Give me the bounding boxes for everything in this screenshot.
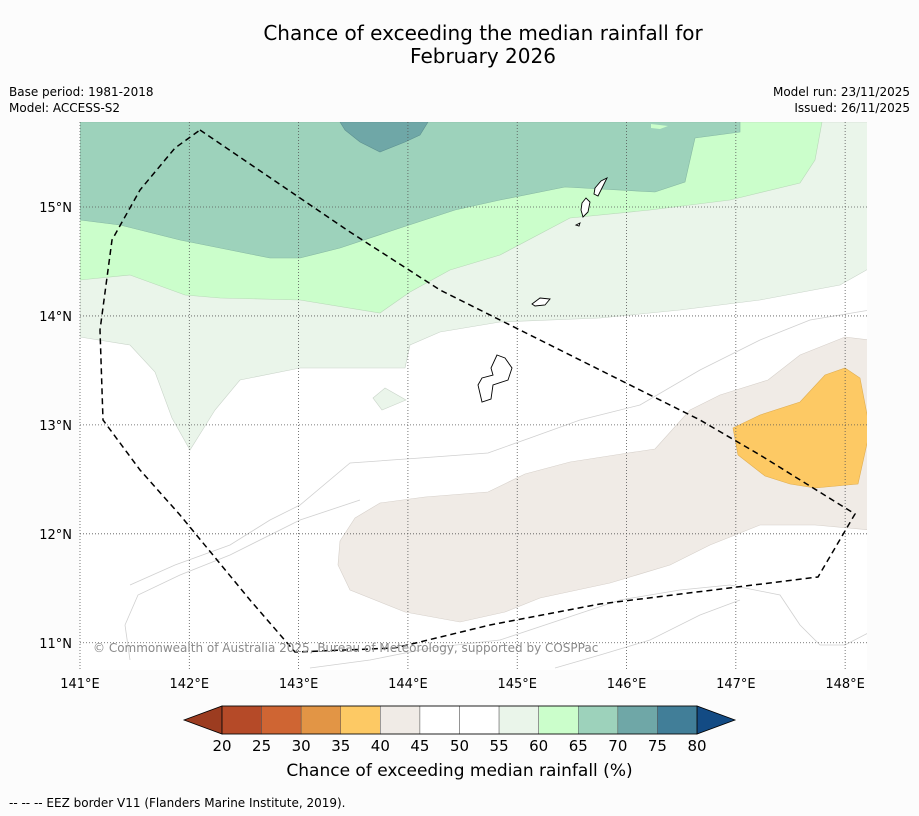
copyright-text: © Commonwealth of Australia 2025, Bureau… xyxy=(93,641,599,655)
model-text: Model: ACCESS-S2 xyxy=(9,101,121,115)
colorbar-tick-label: 75 xyxy=(648,737,667,755)
colorbar-bin xyxy=(617,705,658,735)
islands xyxy=(477,176,609,403)
colorbar-tick-label: 80 xyxy=(687,737,706,755)
region-70-75 xyxy=(80,122,741,259)
colorbar-tick-label: 65 xyxy=(569,737,588,755)
map-title-line2: February 2026 xyxy=(410,44,556,68)
colorbar: 20 25 30 35 40 45 50 55 60 65 70 75 80 xyxy=(182,705,737,755)
lon-tick-label: 145°E xyxy=(497,677,537,692)
colorbar-tick-label: 20 xyxy=(212,737,231,755)
island-guam xyxy=(477,354,513,403)
meta-left: Base period: 1981-2018 Model: ACCESS-S2 xyxy=(9,84,154,116)
map-title-line1: Chance of exceeding the median rainfall … xyxy=(263,21,703,45)
colorbar-tick-label: 60 xyxy=(529,737,548,755)
colorbar-tick-label: 50 xyxy=(450,737,469,755)
map-title: Chance of exceeding the median rainfall … xyxy=(0,22,919,68)
probability-fields xyxy=(80,122,867,669)
colorbar-label: Chance of exceeding median rainfall (%) xyxy=(286,761,633,781)
lon-tick-label: 143°E xyxy=(279,677,319,692)
colorbar-bin xyxy=(538,705,579,735)
island-aguijan xyxy=(574,222,581,227)
colorbar-bin xyxy=(578,705,619,735)
lat-tick-label: 14°N xyxy=(39,310,72,325)
lat-tick-label: 13°N xyxy=(39,419,72,434)
meta-right: Model run: 23/11/2025 Issued: 26/11/2025 xyxy=(773,84,910,116)
colorbar-bin xyxy=(459,705,500,735)
lon-tick-label: 144°E xyxy=(388,677,428,692)
colorbar-bin xyxy=(380,705,421,735)
lon-tick-label: 147°E xyxy=(716,677,756,692)
contour-lines xyxy=(124,310,867,669)
colorbar-bin xyxy=(300,705,341,735)
map-gridlines xyxy=(79,122,867,670)
lon-tick-label: 142°E xyxy=(170,677,210,692)
colorbar-bin xyxy=(340,705,381,735)
colorbar-tick-label: 25 xyxy=(252,737,271,755)
colorbar-tick-label: 55 xyxy=(490,737,509,755)
region-75-80 xyxy=(339,122,429,153)
island-saipan xyxy=(593,176,609,197)
colorbar-tick-label: 40 xyxy=(371,737,390,755)
issued-text: Issued: 26/11/2025 xyxy=(794,101,910,115)
lat-tick-label: 11°N xyxy=(39,637,72,652)
lon-tick-label: 141°E xyxy=(60,677,100,692)
base-period-text: Base period: 1981-2018 xyxy=(9,85,154,99)
model-run-text: Model run: 23/11/2025 xyxy=(772,85,910,99)
colorbar-under-arrow xyxy=(182,705,223,735)
eez-footnote: -- -- -- EEZ border V11 (Flanders Marine… xyxy=(9,796,346,810)
island-rota xyxy=(531,297,551,307)
colorbar-tick-label: 70 xyxy=(608,737,627,755)
colorbar-tick-label: 35 xyxy=(331,737,350,755)
colorbar-bin xyxy=(498,705,539,735)
region-45-50 xyxy=(337,336,867,623)
colorbar-frame xyxy=(221,705,698,735)
eez-border xyxy=(99,129,857,653)
lon-tick-label: 148°E xyxy=(825,677,865,692)
colorbar-over-arrow xyxy=(696,705,737,735)
lat-tick-label: 15°N xyxy=(39,201,72,216)
colorbar-bin xyxy=(221,705,262,735)
colorbar-bin xyxy=(419,705,460,735)
region-60-patch xyxy=(372,387,407,411)
colorbar-tick-label: 45 xyxy=(410,737,429,755)
lon-tick-label: 146°E xyxy=(607,677,647,692)
region-35-40 xyxy=(732,367,867,489)
colorbar-bin xyxy=(261,705,302,735)
lat-tick-label: 12°N xyxy=(39,528,72,543)
region-65-patch xyxy=(651,124,668,129)
island-tinian xyxy=(580,197,591,218)
lon-axis-labels: 141°E 142°E 143°E 144°E 145°E 146°E 147°E 148°E xyxy=(60,677,865,692)
colorbar-tick-label: 30 xyxy=(292,737,311,755)
lat-axis-labels: 11°N 12°N 13°N 14°N 15°N xyxy=(39,201,72,652)
colorbar-bin xyxy=(657,705,698,735)
